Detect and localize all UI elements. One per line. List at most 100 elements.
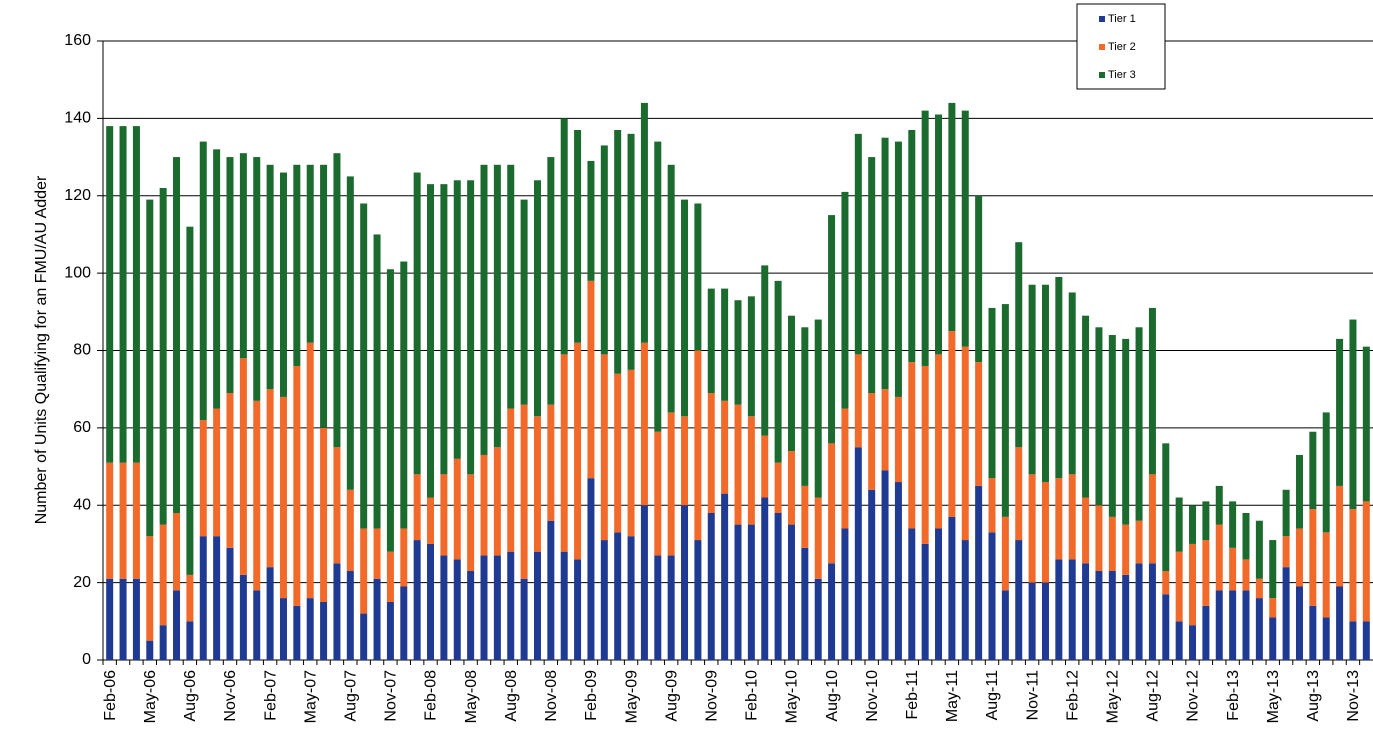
bar-segment bbox=[988, 307, 996, 479]
bar-segment bbox=[1336, 586, 1344, 660]
bar-segment bbox=[493, 555, 501, 660]
bar-segment bbox=[774, 462, 782, 513]
bar-segment bbox=[868, 489, 876, 660]
bar-segment bbox=[467, 474, 475, 572]
bar-segment bbox=[533, 551, 541, 660]
bar-segment bbox=[386, 601, 394, 660]
bar-segment bbox=[1202, 501, 1210, 541]
bar-segment bbox=[146, 536, 154, 641]
bar-segment bbox=[600, 354, 608, 541]
bar-segment bbox=[467, 571, 475, 660]
bar-segment bbox=[467, 180, 475, 475]
bar-segment bbox=[199, 141, 207, 421]
bar-segment bbox=[1282, 536, 1290, 568]
bar-segment bbox=[279, 172, 287, 397]
bar-segment bbox=[627, 536, 635, 660]
bar-segment bbox=[266, 389, 274, 568]
y-tick-label: 140 bbox=[64, 110, 91, 127]
bar-segment bbox=[293, 164, 301, 366]
bar-segment bbox=[921, 543, 929, 660]
bar-segment bbox=[1189, 543, 1197, 626]
bar-segment bbox=[814, 578, 822, 660]
bar-segment bbox=[948, 516, 956, 660]
bar-segment bbox=[935, 528, 943, 660]
bar-segment bbox=[1108, 335, 1116, 517]
bar-segment bbox=[400, 528, 408, 587]
bar-segment bbox=[1229, 501, 1237, 548]
bar-segment bbox=[253, 157, 261, 401]
bar-segment bbox=[747, 296, 755, 417]
x-tick-label: May-13 bbox=[1265, 670, 1282, 723]
bar-segment bbox=[173, 590, 181, 660]
bar-segment bbox=[427, 543, 435, 660]
bar-segment bbox=[908, 129, 916, 363]
x-tick-label: Nov-12 bbox=[1185, 670, 1202, 722]
bar-segment bbox=[1108, 571, 1116, 660]
bar-segment bbox=[453, 458, 461, 560]
bar-segment bbox=[587, 160, 595, 281]
legend-label: Tier 2 bbox=[1108, 41, 1136, 53]
bar-segment bbox=[881, 470, 889, 660]
bar-segment bbox=[320, 164, 328, 428]
bar-segment bbox=[935, 114, 943, 355]
bar-segment bbox=[841, 191, 849, 409]
bar-segment bbox=[975, 362, 983, 486]
bar-segment bbox=[146, 640, 154, 660]
bar-segment bbox=[988, 478, 996, 533]
bar-segment bbox=[600, 540, 608, 660]
bar-segment bbox=[1269, 617, 1277, 660]
bar-segment bbox=[333, 563, 341, 660]
bar-segment bbox=[1082, 497, 1090, 564]
bar-segment bbox=[694, 540, 702, 660]
bar-segment bbox=[1041, 482, 1049, 583]
bar-segment bbox=[1041, 582, 1049, 660]
y-tick-label: 160 bbox=[64, 32, 91, 49]
bar-segment bbox=[106, 126, 114, 463]
bar-segment bbox=[681, 416, 689, 506]
y-tick-label: 20 bbox=[73, 574, 91, 591]
bar-segment bbox=[587, 478, 595, 660]
bar-segment bbox=[386, 269, 394, 552]
bar-segment bbox=[627, 369, 635, 537]
bar-segment bbox=[306, 342, 314, 599]
bar-segment bbox=[721, 288, 729, 401]
bar-segment bbox=[440, 184, 448, 475]
bar-segment bbox=[1162, 571, 1170, 595]
bar-segment bbox=[721, 493, 729, 660]
bar-segment bbox=[774, 280, 782, 463]
bar-segment bbox=[1215, 590, 1223, 660]
bar-segment bbox=[654, 431, 662, 556]
bar-segment bbox=[239, 153, 247, 359]
bar-segment bbox=[360, 613, 368, 660]
x-tick-label: May-07 bbox=[302, 670, 319, 723]
bar-segment bbox=[787, 524, 795, 660]
bar-segment bbox=[801, 547, 809, 660]
bar-segment bbox=[961, 110, 969, 347]
bar-segment bbox=[266, 567, 274, 660]
bar-segment bbox=[306, 164, 314, 343]
bar-segment bbox=[1068, 292, 1076, 475]
bar-segment bbox=[306, 598, 314, 660]
bar-segment bbox=[1135, 327, 1143, 521]
bar-segment bbox=[921, 110, 929, 366]
bar-segment bbox=[574, 342, 582, 560]
bar-segment bbox=[373, 578, 381, 660]
x-tick-label: Feb-11 bbox=[904, 670, 921, 720]
bar-segment bbox=[346, 489, 354, 572]
bar-segment bbox=[440, 474, 448, 556]
bar-segment bbox=[507, 408, 515, 552]
bar-segment bbox=[560, 118, 568, 355]
x-tick-label: Aug-06 bbox=[182, 670, 199, 722]
bar-segment bbox=[453, 559, 461, 660]
bar-segment bbox=[480, 555, 488, 660]
bar-segment bbox=[1175, 621, 1183, 660]
x-tick-label: Feb-10 bbox=[744, 670, 761, 721]
bar-segment bbox=[988, 532, 996, 660]
bar-segment bbox=[213, 408, 221, 537]
bar-segment bbox=[1028, 284, 1036, 475]
bar-segment bbox=[1349, 319, 1357, 510]
bar-segment bbox=[747, 416, 755, 525]
bar-segment bbox=[106, 578, 114, 660]
bar-segment bbox=[373, 528, 381, 579]
bar-segment bbox=[493, 164, 501, 448]
